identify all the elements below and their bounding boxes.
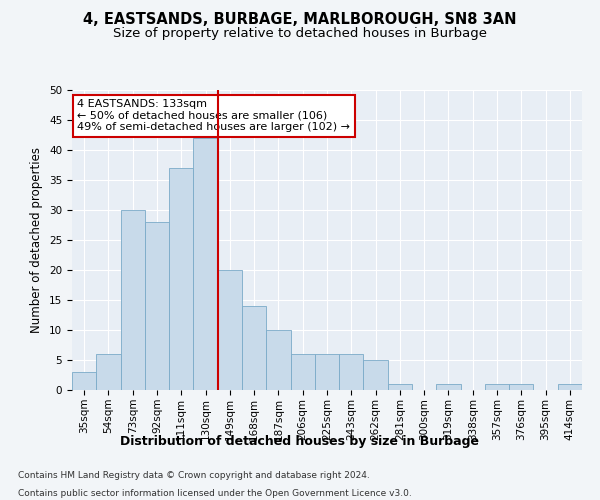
Bar [242,306,266,390]
Y-axis label: Number of detached properties: Number of detached properties [31,147,43,333]
Bar [145,222,169,390]
Bar [364,360,388,390]
Bar [72,372,96,390]
Text: Contains public sector information licensed under the Open Government Licence v3: Contains public sector information licen… [18,488,412,498]
Text: Distribution of detached houses by size in Burbage: Distribution of detached houses by size … [121,435,479,448]
Bar [558,384,582,390]
Text: 4, EASTSANDS, BURBAGE, MARLBOROUGH, SN8 3AN: 4, EASTSANDS, BURBAGE, MARLBOROUGH, SN8 … [83,12,517,28]
Bar [290,354,315,390]
Text: 4 EASTSANDS: 133sqm
← 50% of detached houses are smaller (106)
49% of semi-detac: 4 EASTSANDS: 133sqm ← 50% of detached ho… [77,99,350,132]
Bar [218,270,242,390]
Bar [169,168,193,390]
Bar [339,354,364,390]
Bar [193,138,218,390]
Bar [388,384,412,390]
Text: Size of property relative to detached houses in Burbage: Size of property relative to detached ho… [113,28,487,40]
Bar [315,354,339,390]
Bar [436,384,461,390]
Bar [485,384,509,390]
Bar [96,354,121,390]
Text: Contains HM Land Registry data © Crown copyright and database right 2024.: Contains HM Land Registry data © Crown c… [18,471,370,480]
Bar [509,384,533,390]
Bar [266,330,290,390]
Bar [121,210,145,390]
